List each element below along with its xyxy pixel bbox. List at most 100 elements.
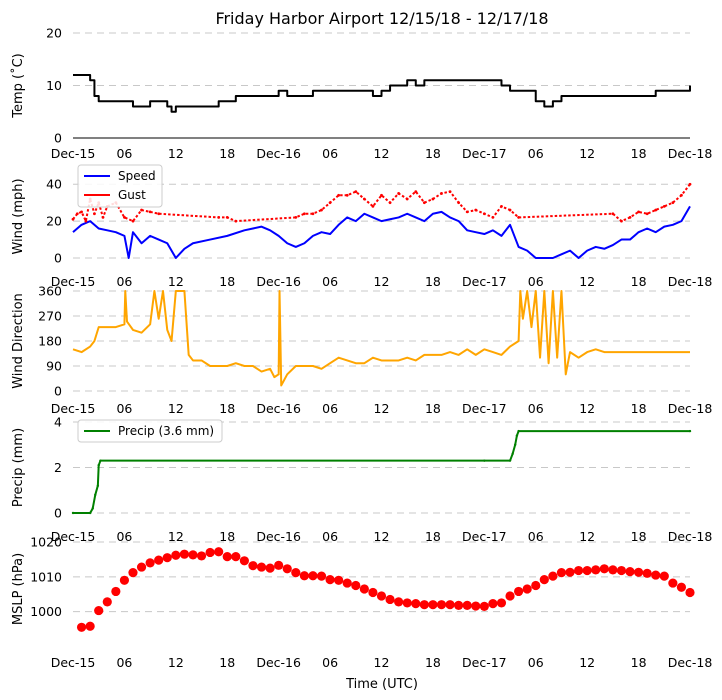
y-axis-label-wdir: Wind Direction xyxy=(11,293,26,389)
gust-point xyxy=(157,212,161,216)
gust-point xyxy=(84,219,88,223)
xtick-label: 12 xyxy=(168,146,184,161)
xtick-label: 12 xyxy=(579,529,595,544)
mslp-point xyxy=(256,562,267,572)
gust-point xyxy=(345,193,349,197)
legend-label: Gust xyxy=(118,188,146,202)
mslp-point xyxy=(573,565,584,576)
gust-point xyxy=(422,201,426,205)
xtick-label: 06 xyxy=(528,146,544,161)
precip-point xyxy=(91,507,94,510)
panel-temp: 0 10 20 Temp (˚C) Dec-15 06 12 18 Dec-16 06 12 18 De… xyxy=(10,26,712,162)
mslp-point xyxy=(479,601,489,612)
mslp-point xyxy=(668,578,678,588)
gust-point xyxy=(371,204,375,208)
xtick-label: 12 xyxy=(168,529,184,544)
gust-point xyxy=(380,193,383,197)
gust-point xyxy=(517,216,521,219)
gust-point xyxy=(671,201,675,205)
mslp-point xyxy=(222,552,232,562)
gust-point xyxy=(405,197,409,201)
legend-precip: Precip (3.6 mm) xyxy=(77,419,223,443)
xtick-label: 12 xyxy=(374,529,390,544)
xtick-label: Dec-16 xyxy=(256,655,301,670)
gust-point xyxy=(225,216,229,219)
mslp-point xyxy=(625,566,635,577)
xtick-label: 18 xyxy=(219,146,235,161)
precip-point xyxy=(688,429,692,433)
mslp-point xyxy=(471,601,481,611)
xtick-label: 12 xyxy=(168,401,184,416)
mslp-point xyxy=(659,571,669,581)
mslp-point xyxy=(342,578,352,588)
mslp-point xyxy=(402,598,412,608)
mslp-point xyxy=(368,587,378,598)
xtick-label: 06 xyxy=(322,146,338,161)
ytick-label-temp: 10 xyxy=(46,78,62,93)
precip-point xyxy=(483,459,486,462)
xtick-label: 06 xyxy=(322,655,338,670)
xtick-label: 06 xyxy=(528,401,544,416)
gust-point xyxy=(131,219,135,223)
xtick-label: 12 xyxy=(579,146,595,161)
legend-wind: Speed Gust xyxy=(77,164,163,208)
mslp-point xyxy=(591,565,601,575)
gust-point xyxy=(680,193,683,197)
xtick-label: Dec-17 xyxy=(462,401,507,416)
precip-point xyxy=(517,429,520,433)
mslp-point xyxy=(359,584,369,594)
mslp-point xyxy=(428,600,438,610)
xtick-label: Dec-15 xyxy=(51,529,96,544)
xtick-label: Dec-16 xyxy=(256,146,301,161)
precip-point xyxy=(97,464,100,467)
gust-point xyxy=(388,201,392,205)
ytick-label-mslp: 1010 xyxy=(30,569,62,584)
mslp-point xyxy=(325,575,335,585)
gust-point xyxy=(80,210,83,214)
mslp-point xyxy=(419,600,429,610)
mslp-point xyxy=(102,597,112,607)
ytick-label-precip: 0 xyxy=(54,506,62,521)
xtick-label: 06 xyxy=(528,274,544,289)
xtick-label: 18 xyxy=(631,146,647,161)
legend-box xyxy=(77,419,223,443)
mslp-point xyxy=(633,567,644,577)
gust-point xyxy=(474,208,478,212)
ytick-label-mslp: 1020 xyxy=(30,535,62,550)
series-line-wind-gust xyxy=(72,183,691,223)
xtick-label: 06 xyxy=(116,529,132,544)
xtick-label: 06 xyxy=(116,274,132,289)
xtick-label: 18 xyxy=(219,401,235,416)
mslp-point xyxy=(274,560,284,570)
xtick-label: 18 xyxy=(425,401,441,416)
legend-label: Precip (3.6 mm) xyxy=(118,424,214,438)
mslp-point xyxy=(188,550,198,560)
mslp-point xyxy=(676,582,687,592)
xtick-label: 06 xyxy=(528,655,544,670)
xtick-label: 06 xyxy=(116,146,132,161)
mslp-point xyxy=(291,568,301,578)
gust-point xyxy=(140,208,143,212)
gust-point xyxy=(654,208,658,212)
precip-point xyxy=(96,484,100,487)
mslp-point xyxy=(351,580,361,591)
panel-precip: 0 2 4 Precip (mm) Dec-15 06 12 18 Dec-16 06 12 18 De… xyxy=(11,415,712,545)
series-line-temp-temp xyxy=(73,74,691,113)
mslp-point xyxy=(299,571,309,581)
chart-title: Friday Harbor Airport 12/15/18 - 12/17/1… xyxy=(215,9,548,28)
xtick-label: 12 xyxy=(579,274,595,289)
legend-label: Speed xyxy=(118,169,156,183)
gust-point xyxy=(414,190,418,194)
xtick-label: 18 xyxy=(425,529,441,544)
xtick-label: 18 xyxy=(219,274,235,289)
mslp-point xyxy=(608,565,618,575)
xtick-label: 18 xyxy=(219,655,235,670)
xtick-label: Dec-16 xyxy=(256,274,301,289)
xtick-label: 06 xyxy=(322,529,338,544)
xtick-label: 12 xyxy=(579,655,595,670)
mslp-point xyxy=(94,605,104,616)
mslp-point xyxy=(154,555,164,565)
xtick-label: 12 xyxy=(168,274,184,289)
gust-point xyxy=(311,212,315,216)
mslp-point xyxy=(136,562,147,572)
